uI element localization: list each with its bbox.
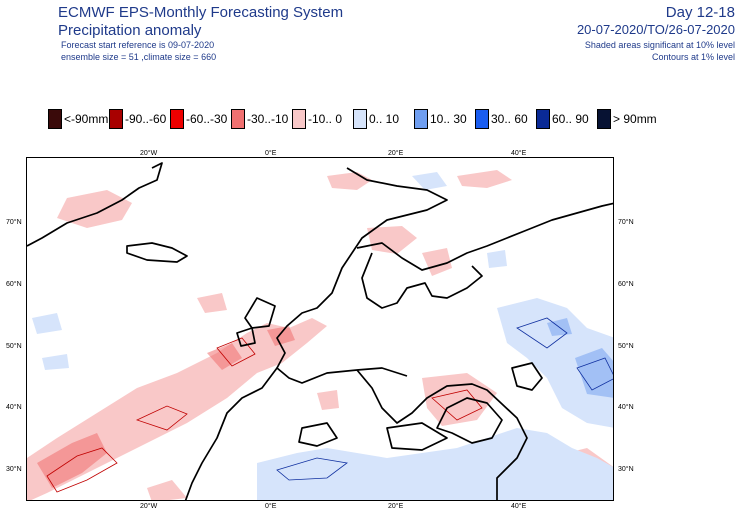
legend-label: -10.. 0 <box>308 112 343 126</box>
contour-significance-note: Contours at 1% level <box>651 52 735 62</box>
lat-tick-left: 70°N <box>6 219 22 226</box>
lat-tick-left: 50°N <box>6 343 22 350</box>
legend-label: -60..-30 <box>186 112 228 126</box>
legend-label: -90..-60 <box>125 112 167 126</box>
map-canvas <box>27 162 613 500</box>
lon-tick-top: 20°W <box>140 150 158 157</box>
legend-label: -30..-10 <box>247 112 289 126</box>
lon-tick-bottom: 0°E <box>265 503 277 510</box>
validity-period: 20-07-2020/TO/26-07-2020 <box>576 22 735 37</box>
lat-tick-left: 30°N <box>6 466 22 473</box>
forecast-start-reference: Forecast start reference is 09-07-2020 <box>61 40 215 50</box>
ensemble-size: ensemble size = 51 ,climate size = 660 <box>61 52 217 62</box>
lon-tick-bottom: 20°E <box>388 503 404 510</box>
legend-label: 10.. 30 <box>430 112 467 126</box>
system-title: ECMWF EPS-Monthly Forecasting System <box>58 4 344 21</box>
lat-tick-right: 70°N <box>618 219 634 226</box>
anomaly-map <box>26 157 614 501</box>
lat-tick-right: 30°N <box>618 466 634 473</box>
lat-tick-left: 60°N <box>6 281 22 288</box>
lon-tick-top: 0°E <box>265 150 277 157</box>
legend-swatch <box>536 109 550 129</box>
lat-tick-right: 60°N <box>618 281 634 288</box>
legend-swatch <box>292 109 306 129</box>
parameter-title: Precipitation anomaly <box>58 22 202 39</box>
legend-label: 60.. 90 <box>552 112 589 126</box>
lat-tick-right: 40°N <box>618 404 634 411</box>
legend-label: 0.. 10 <box>369 112 400 126</box>
legend-swatch <box>414 109 428 129</box>
lon-tick-top: 20°E <box>388 150 404 157</box>
legend-swatch <box>48 109 62 129</box>
significance-contours <box>46 317 613 493</box>
coastlines <box>27 162 613 500</box>
legend-swatch <box>109 109 123 129</box>
legend-label: <-90mm <box>64 112 109 126</box>
legend-label: 30.. 60 <box>491 112 528 126</box>
legend-swatch <box>353 109 367 129</box>
legend-swatch <box>231 109 245 129</box>
lon-tick-top: 40°E <box>511 150 527 157</box>
lon-tick-bottom: 40°E <box>511 503 527 510</box>
day-range: Day 12-18 <box>665 4 735 21</box>
legend-label: > 90mm <box>613 112 657 126</box>
shading-significance-note: Shaded areas significant at 10% level <box>584 40 735 50</box>
legend-swatch <box>475 109 489 129</box>
lat-tick-left: 40°N <box>6 404 22 411</box>
legend-swatch <box>170 109 184 129</box>
lon-tick-bottom: 20°W <box>140 503 158 510</box>
positive-anomaly-shading <box>32 172 613 500</box>
lat-tick-right: 50°N <box>618 343 634 350</box>
legend-swatch <box>597 109 611 129</box>
